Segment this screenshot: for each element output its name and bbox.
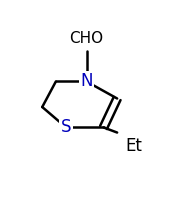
Text: CHO: CHO <box>69 32 104 46</box>
Text: S: S <box>61 118 71 137</box>
Text: N: N <box>80 72 93 90</box>
Text: Et: Et <box>126 137 143 155</box>
